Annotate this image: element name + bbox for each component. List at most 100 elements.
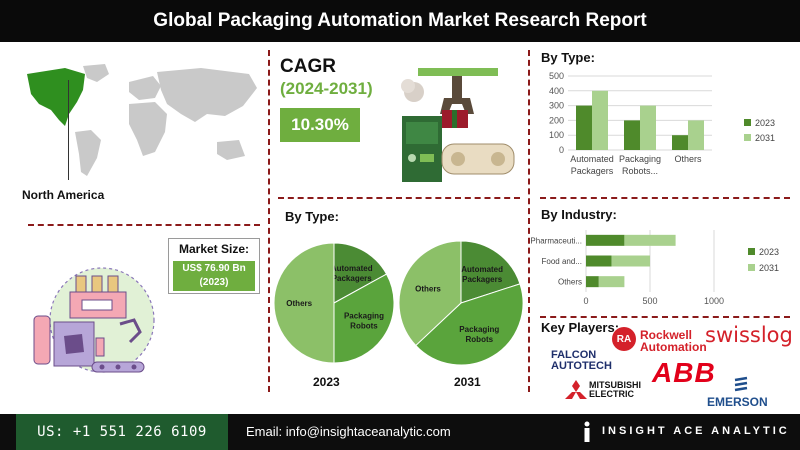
legend-label: 2031 xyxy=(755,133,775,143)
market-size-value-line1: US$ 76.90 Bn xyxy=(182,263,246,274)
y-tick-label: 100 xyxy=(549,130,564,140)
divider-industry xyxy=(540,316,790,318)
y-tick-label: Food and... xyxy=(542,257,582,266)
type-bar-svg: 0 100 200 300 400 500 Automated Packagers Packag… xyxy=(549,71,775,176)
brand-name: INSIGHT ACE ANALYTIC xyxy=(602,425,790,437)
by-type-bar-title: By Type: xyxy=(541,50,595,65)
pie-2031-chart: Automated Packagers Packaging Robots Others xyxy=(396,236,526,375)
x-tick-label: Others xyxy=(674,154,702,164)
region-pointer-line xyxy=(68,80,69,180)
bar-2023 xyxy=(586,234,625,246)
cagr-value-box: 10.30% xyxy=(280,108,360,142)
emerson-logo: EMERSON xyxy=(707,395,768,409)
cagr-label: CAGR xyxy=(280,56,336,77)
legend-label: 2023 xyxy=(759,247,779,257)
brand-logo-icon xyxy=(584,421,590,442)
africa-shape xyxy=(129,102,167,156)
cagr-value: 10.30% xyxy=(291,115,349,134)
asia-shape xyxy=(157,68,257,122)
legend-swatch xyxy=(744,119,751,126)
divider-right xyxy=(528,50,530,392)
packaging-illustration xyxy=(33,267,155,373)
slice-label: Others xyxy=(415,285,441,294)
world-map xyxy=(27,64,257,176)
type-bar-chart: 0 100 200 300 400 500 Automated Packagers Packag… xyxy=(536,68,792,191)
divider-type xyxy=(540,197,790,199)
legend-swatch xyxy=(748,264,755,271)
phone-number: US: +1 551 226 6109 xyxy=(37,424,207,440)
y-tick-label: 200 xyxy=(549,115,564,125)
divider-cagr xyxy=(278,197,520,199)
x-tick-label: Automated xyxy=(570,154,614,164)
bar-2031 xyxy=(592,90,608,150)
europe-shape xyxy=(129,76,161,100)
slice-label: Others xyxy=(286,299,312,308)
y-tick-label: Others xyxy=(558,278,582,287)
legend-swatch xyxy=(744,134,751,141)
bar-2023 xyxy=(586,255,612,267)
by-type-pies-title: By Type: xyxy=(285,209,339,224)
slice-label: Robots xyxy=(350,322,378,331)
divider-left xyxy=(268,50,270,392)
pie-slice xyxy=(273,242,335,364)
bar-2023 xyxy=(586,276,599,288)
x-tick-label: 0 xyxy=(583,296,588,306)
market-size-value: US$ 76.90 Bn (2023) xyxy=(173,261,255,291)
swisslog-logo: swisslog xyxy=(705,323,793,347)
rockwell-logo-line2: Automation xyxy=(640,340,707,354)
phone-box: US: +1 551 226 6109 xyxy=(16,414,228,450)
pie-slice xyxy=(415,283,524,366)
bar-2031 xyxy=(688,120,704,150)
legend-label: 2031 xyxy=(759,263,779,273)
bar-2031 xyxy=(640,105,656,150)
greenland-shape xyxy=(83,64,109,82)
email-text: Email: info@insightaceanalytic.com xyxy=(246,424,451,439)
slice-label: Packaging xyxy=(344,312,384,321)
australia-shape xyxy=(217,140,245,160)
pie-slice xyxy=(333,242,388,304)
pie-2031-year: 2031 xyxy=(454,375,481,389)
rockwell-logo: Rockwell Automation xyxy=(640,329,707,353)
y-tick-label: 0 xyxy=(559,145,564,155)
falcon-logo-line2: AUTOTECH xyxy=(551,360,612,372)
bar-2023 xyxy=(672,135,688,150)
slice-label: Automated xyxy=(461,265,503,274)
x-tick-label: 500 xyxy=(642,296,657,306)
pie-slice xyxy=(333,273,395,364)
bar-2023 xyxy=(576,105,592,150)
pie-2023-year: 2023 xyxy=(313,375,340,389)
legend-swatch xyxy=(748,248,755,255)
pie-slice xyxy=(398,240,462,347)
divider-region xyxy=(28,224,260,226)
market-size-label: Market Size: xyxy=(178,242,250,256)
slice-label: Robots xyxy=(466,335,494,344)
slice-label: Packagers xyxy=(462,275,503,284)
rockwell-logo-icon: RA xyxy=(612,327,636,351)
region-label: North America xyxy=(22,188,105,202)
bar-2023 xyxy=(624,120,640,150)
bar-2031 xyxy=(598,276,625,288)
market-size-value-line2: (2023) xyxy=(199,277,229,288)
north-america-shape xyxy=(27,68,85,126)
y-tick-label: 500 xyxy=(549,71,564,81)
pie-slice xyxy=(460,240,521,304)
slice-label: Packagers xyxy=(332,274,373,283)
abb-logo: ABB xyxy=(652,357,716,388)
x-tick-label: Robots... xyxy=(622,166,658,176)
x-tick-label: 1000 xyxy=(704,296,724,306)
mitsubishi-logo-icon xyxy=(565,380,587,399)
falcon-logo: FALCON AUTOTECH xyxy=(551,350,612,372)
legend-label: 2023 xyxy=(755,118,775,128)
mitsubishi-logo-line2: ELECTRIC xyxy=(589,389,634,399)
by-industry-title: By Industry: xyxy=(541,207,617,222)
y-tick-label: 400 xyxy=(549,86,564,96)
pie-2023-chart: Automated Packagers Packaging Robots Others xyxy=(272,236,396,375)
mitsubishi-logo-line1: MITSUBISHI xyxy=(589,380,642,390)
industry-bar-chart: 0 500 1000 Pharmaceuti... Food and... Others 2… xyxy=(530,226,792,319)
industry-bar-svg: 0 500 1000 Pharmaceuti... Food and... Others 2… xyxy=(530,230,779,306)
mitsubishi-logo: MITSUBISHI ELECTRIC xyxy=(589,381,641,399)
report-header: Global Packaging Automation Market Resea… xyxy=(0,0,800,42)
falcon-logo-line1: FALCON xyxy=(551,349,597,361)
